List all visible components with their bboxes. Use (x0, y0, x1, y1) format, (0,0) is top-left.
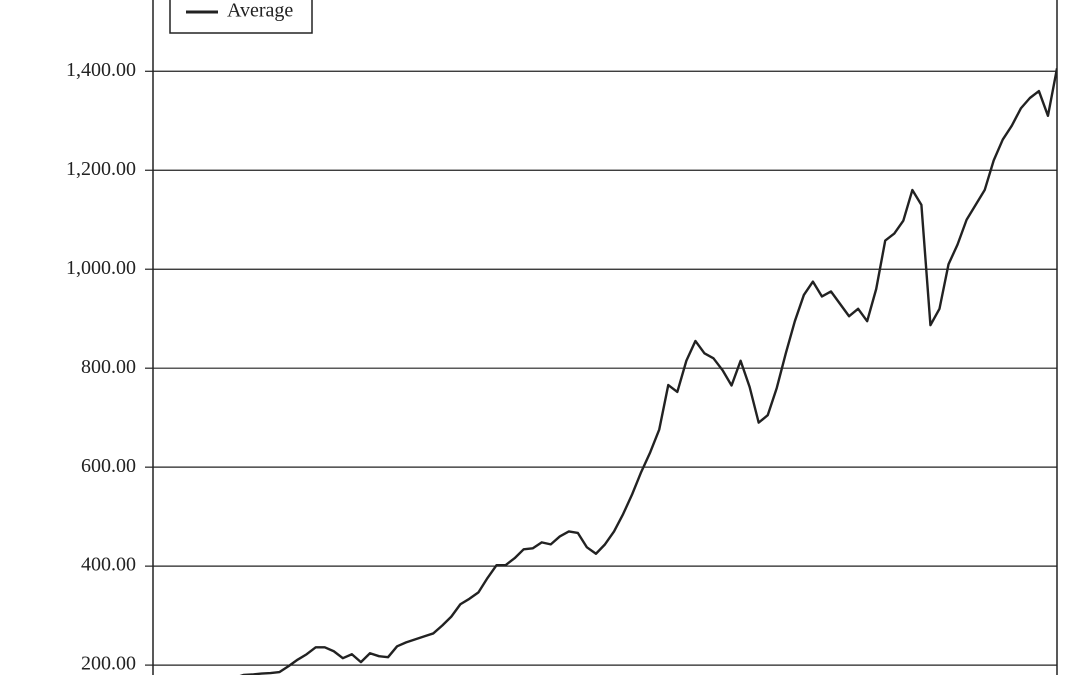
legend: Average (169, 0, 313, 34)
y-tick-label: 1,200.00 (66, 158, 136, 180)
y-tick-label: 1,000.00 (66, 257, 136, 279)
y-tick-label: 400.00 (81, 554, 136, 576)
y-tick-label: 1,400.00 (66, 59, 136, 81)
y-tick-label: 600.00 (81, 455, 136, 477)
legend-box (169, 0, 313, 34)
y-tick-label: 200.00 (81, 653, 136, 675)
y-tick-label: 800.00 (81, 356, 136, 378)
plot-area (239, 68, 1057, 675)
grid (145, 70, 1057, 666)
line-series (239, 68, 1057, 675)
legend-label: Average (227, 0, 293, 22)
